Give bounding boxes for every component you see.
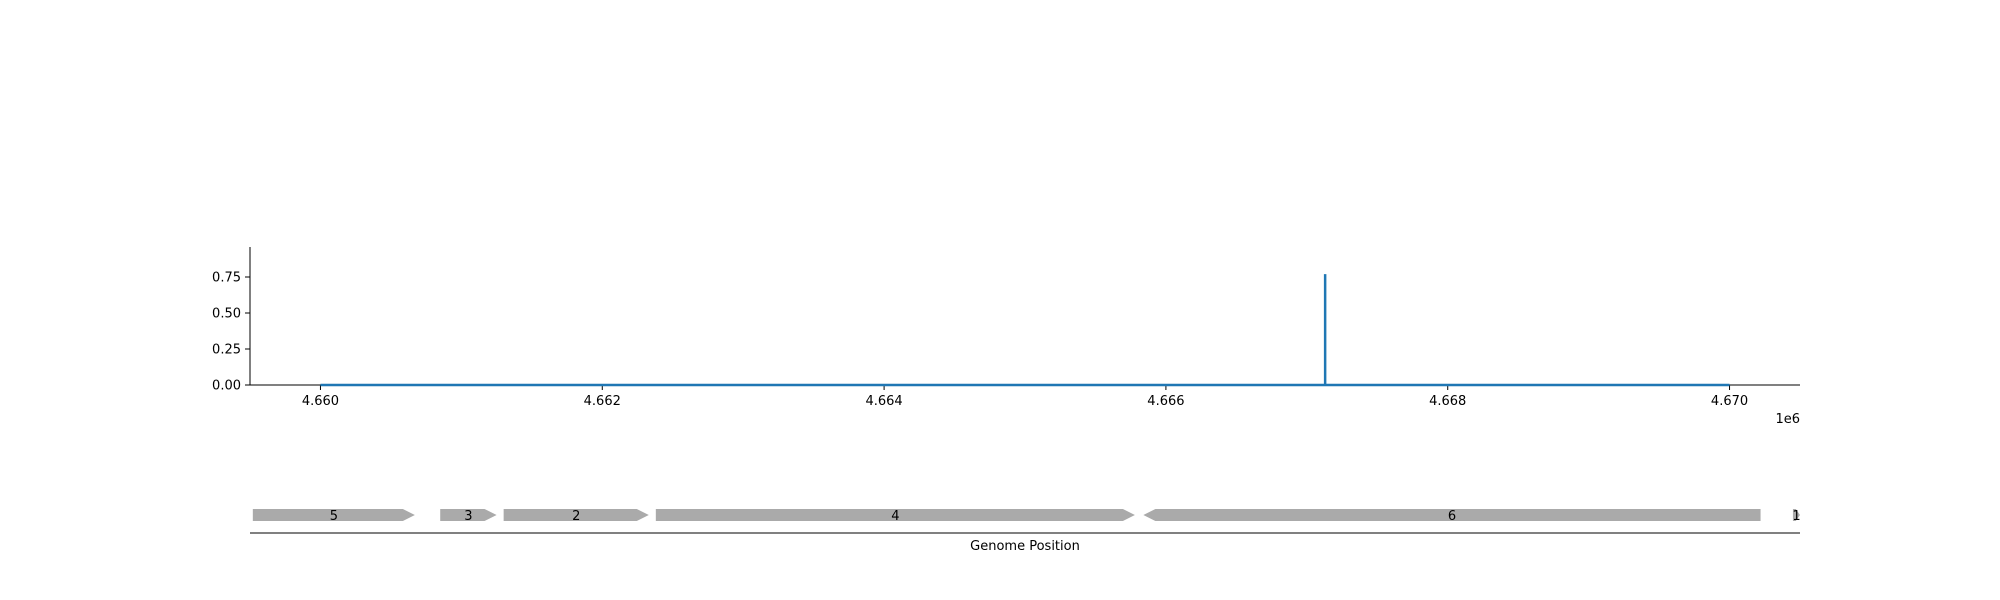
- gene-label: 4: [891, 509, 899, 524]
- x-tick-label: 4.666: [1147, 394, 1184, 409]
- y-tick-label: 0.00: [212, 379, 241, 394]
- gene-track-xlabel: Genome Position: [970, 539, 1080, 554]
- x-offset-label: 1e6: [1775, 412, 1800, 427]
- gene-label: 1: [1792, 509, 1800, 524]
- x-tick-label: 4.660: [302, 394, 339, 409]
- y-tick-label: 0.75: [212, 271, 241, 286]
- coverage-panel: 0.000.250.500.75 4.660 4.662 4.664 4.666 4.6…: [212, 247, 1800, 427]
- x-ticks: 4.660 4.662 4.664 4.666 4.668 4.670: [302, 385, 1748, 409]
- x-tick-label: 4.662: [584, 394, 621, 409]
- x-tick-label: 4.664: [865, 394, 902, 409]
- gene-label: 2: [572, 509, 580, 524]
- gene-arrow: [440, 509, 497, 521]
- gene-arrow: [503, 509, 649, 521]
- coverage-series: [320, 274, 1730, 387]
- gene-arrows: 5 3 2 4 6 1: [252, 509, 1801, 524]
- x-tick-label: 4.668: [1429, 394, 1466, 409]
- gene-arrow: [1792, 509, 1800, 521]
- y-tick-label: 0.25: [212, 343, 241, 358]
- gene-label: 6: [1448, 509, 1456, 524]
- gene-track-panel: 5 3 2 4 6 1 Genome Position: [250, 509, 1801, 554]
- gene-label: 3: [464, 509, 472, 524]
- gene-arrow: [1143, 509, 1761, 521]
- gene-arrow: [252, 509, 415, 521]
- y-ticks: 0.00 0.25 0.50 0.75: [212, 271, 250, 394]
- y-tick-label: 0.50: [212, 307, 241, 322]
- gene-arrow: [655, 509, 1135, 521]
- gene-label: 5: [330, 509, 338, 524]
- coverage-line: [320, 274, 1730, 387]
- x-tick-label: 4.670: [1711, 394, 1748, 409]
